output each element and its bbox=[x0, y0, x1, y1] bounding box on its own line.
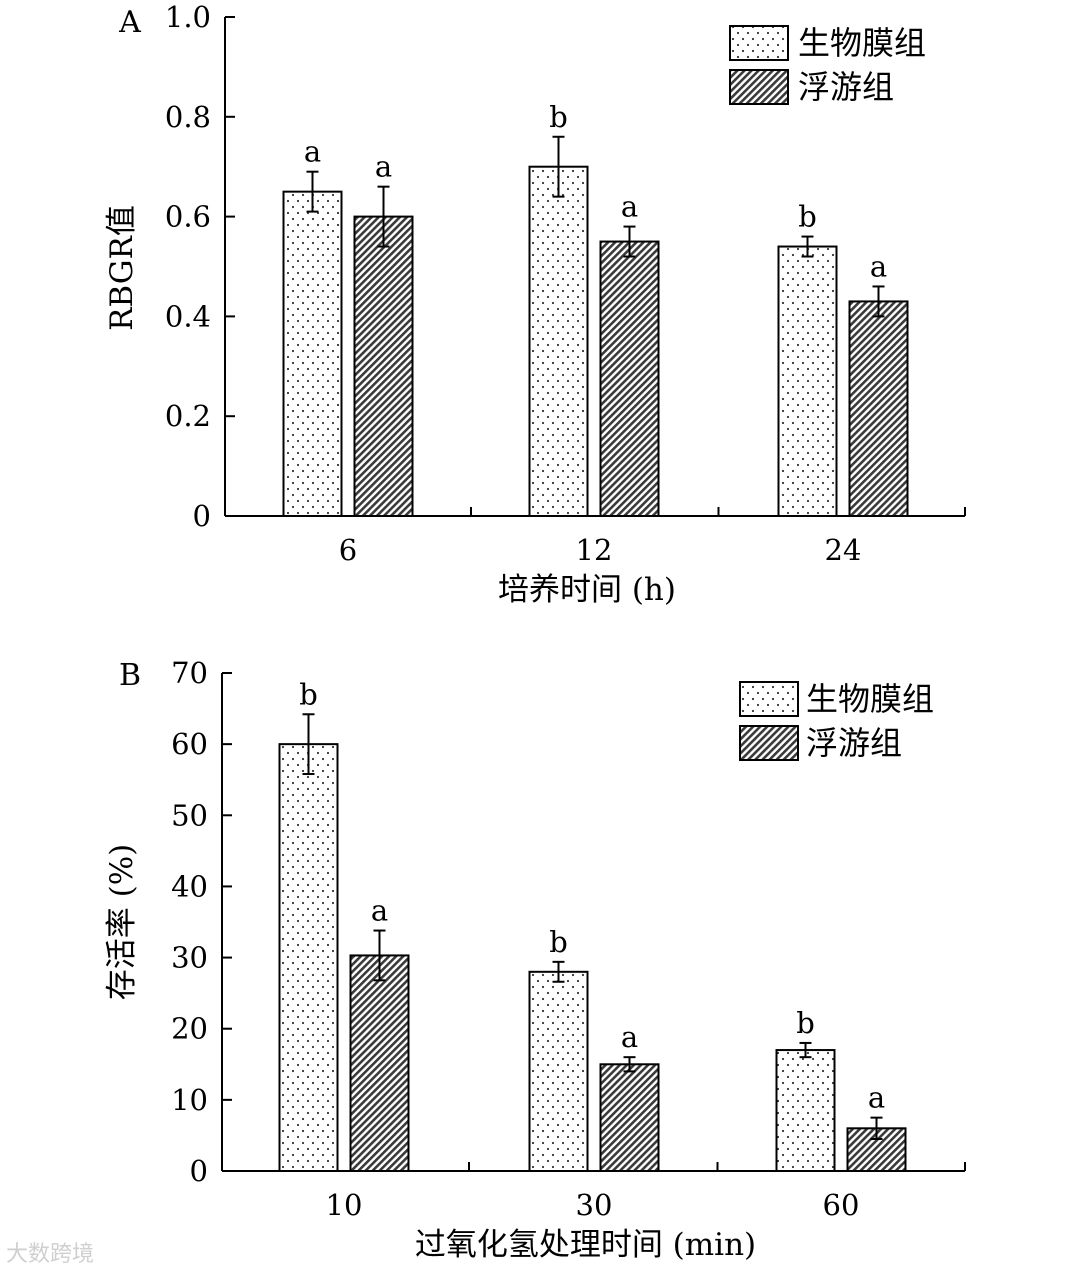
legend-swatch-planktonic bbox=[729, 69, 789, 105]
significance-label: a bbox=[870, 249, 887, 283]
bar-planktonic bbox=[848, 300, 909, 517]
legend-swatch-planktonic bbox=[739, 725, 799, 761]
panel-a-chart: A 0 0.2 0.4 0.6 0.8 1.0 6 12 24 a b b a a a 培养时间 (h) RBGR… bbox=[104, 0, 966, 608]
y-tick-label: 10 bbox=[171, 1083, 208, 1117]
legend-swatch-biofilm bbox=[729, 25, 789, 61]
significance-label: a bbox=[868, 1081, 885, 1115]
significance-label: b bbox=[796, 1006, 815, 1040]
significance-label: a bbox=[371, 894, 388, 928]
x-tick-label: 24 bbox=[825, 533, 862, 567]
legend-swatch-biofilm bbox=[739, 681, 799, 717]
bar-biofilm bbox=[777, 245, 838, 517]
y-axis-title: RBGR值 bbox=[104, 205, 140, 331]
y-tick-label: 60 bbox=[171, 727, 208, 761]
legend-label: 浮游组 bbox=[798, 68, 894, 106]
y-tick-label: 70 bbox=[171, 656, 208, 690]
x-tick-label: 10 bbox=[326, 1188, 363, 1222]
significance-label: a bbox=[621, 190, 638, 224]
bar-biofilm bbox=[528, 165, 589, 517]
significance-label: b bbox=[299, 677, 318, 711]
significance-label: b bbox=[549, 100, 568, 134]
significance-label: a bbox=[375, 150, 392, 184]
bar-biofilm bbox=[278, 743, 339, 1173]
y-tick-label: 0.4 bbox=[165, 299, 211, 333]
y-tick-label: 50 bbox=[171, 798, 208, 832]
y-tick-label: 20 bbox=[171, 1012, 208, 1046]
y-tick-label: 0 bbox=[190, 1154, 208, 1188]
x-axis-title: 过氧化氢处理时间 (min) bbox=[415, 1227, 756, 1263]
y-tick-label: 0 bbox=[193, 499, 211, 533]
y-tick-label: 0.8 bbox=[165, 100, 211, 134]
watermark-text: 大数跨境 bbox=[6, 1242, 95, 1267]
bar-biofilm bbox=[528, 970, 589, 1172]
panel-label: A bbox=[118, 5, 141, 40]
legend-label: 生物膜组 bbox=[806, 680, 934, 718]
bar-planktonic bbox=[599, 1063, 660, 1173]
bar-planktonic bbox=[349, 954, 410, 1172]
legend-label: 生物膜组 bbox=[798, 24, 926, 62]
panel-b-chart: B 0 10 20 30 40 50 60 70 10 30 60 b b b a a a 过氧化氢处理时间 (mi… bbox=[104, 656, 966, 1263]
significance-label: a bbox=[304, 135, 321, 169]
y-tick-label: 0.6 bbox=[165, 200, 211, 234]
significance-label: b bbox=[549, 925, 568, 959]
bar-biofilm bbox=[775, 1049, 836, 1172]
y-tick-label: 0.2 bbox=[165, 399, 211, 433]
x-tick-label: 12 bbox=[576, 533, 613, 567]
x-tick-label: 30 bbox=[576, 1188, 613, 1222]
y-tick-label: 30 bbox=[171, 941, 208, 975]
y-axis-title: 存活率 (%) bbox=[104, 844, 140, 1001]
y-tick-label: 1.0 bbox=[165, 0, 211, 34]
significance-label: a bbox=[621, 1020, 638, 1054]
bar-biofilm bbox=[282, 190, 343, 517]
y-tick-label: 40 bbox=[171, 869, 208, 903]
x-tick-label: 6 bbox=[339, 533, 357, 567]
panel-label: B bbox=[119, 658, 141, 693]
x-tick-label: 60 bbox=[823, 1188, 860, 1222]
bar-planktonic bbox=[599, 240, 660, 518]
x-axis-title: 培养时间 (h) bbox=[498, 572, 676, 608]
legend-label: 浮游组 bbox=[806, 724, 902, 762]
bar-planktonic bbox=[353, 215, 414, 517]
significance-label: b bbox=[798, 200, 817, 234]
